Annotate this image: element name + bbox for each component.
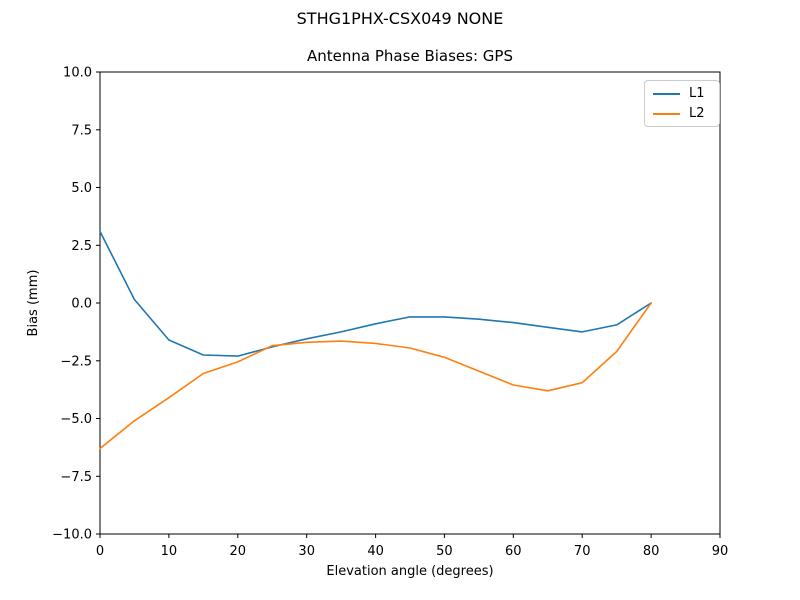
series-line-l1 bbox=[99, 230, 652, 357]
y-tick-label: −5.0 bbox=[60, 412, 92, 427]
l1-line-sample-icon bbox=[653, 92, 680, 95]
x-tick-label: 0 bbox=[96, 544, 104, 559]
x-tick-label: 10 bbox=[161, 544, 178, 559]
x-tick-label: 70 bbox=[574, 544, 591, 559]
x-tick-label: 40 bbox=[367, 544, 384, 559]
x-tick-label: 50 bbox=[436, 544, 453, 559]
y-tick-label: 2.5 bbox=[71, 239, 92, 254]
x-tick-label: 90 bbox=[712, 544, 729, 559]
x-tick-label: 60 bbox=[505, 544, 522, 559]
x-axis-label: Elevation angle (degrees) bbox=[326, 564, 493, 579]
y-tick-label: −2.5 bbox=[60, 354, 92, 369]
y-tick-label: 5.0 bbox=[71, 181, 92, 196]
y-tick-label: 10.0 bbox=[63, 66, 92, 81]
legend-label-l1: L1 bbox=[689, 86, 705, 101]
x-tick-label: 30 bbox=[298, 544, 315, 559]
legend-label-l2: L2 bbox=[689, 106, 705, 121]
l2-line-sample-icon bbox=[653, 112, 680, 115]
figure-title: STHG1PHX-CSX049 NONE bbox=[296, 9, 504, 28]
axes-title: Antenna Phase Biases: GPS bbox=[307, 47, 513, 65]
y-axis-label: Bias (mm) bbox=[26, 270, 41, 337]
y-tick-label: −10.0 bbox=[52, 528, 92, 543]
y-tick-label: −7.5 bbox=[60, 470, 92, 485]
y-tick-label: 7.5 bbox=[71, 123, 92, 138]
x-tick-label: 20 bbox=[230, 544, 247, 559]
plot-frame bbox=[99, 71, 721, 535]
x-tick-label: 80 bbox=[643, 544, 660, 559]
legend-item-l2: L2 bbox=[653, 106, 715, 121]
legend-item-l1: L1 bbox=[653, 86, 715, 101]
legend: L1 L2 bbox=[644, 80, 720, 127]
series-line-l2 bbox=[99, 302, 652, 450]
y-tick-label: 0.0 bbox=[71, 297, 92, 312]
